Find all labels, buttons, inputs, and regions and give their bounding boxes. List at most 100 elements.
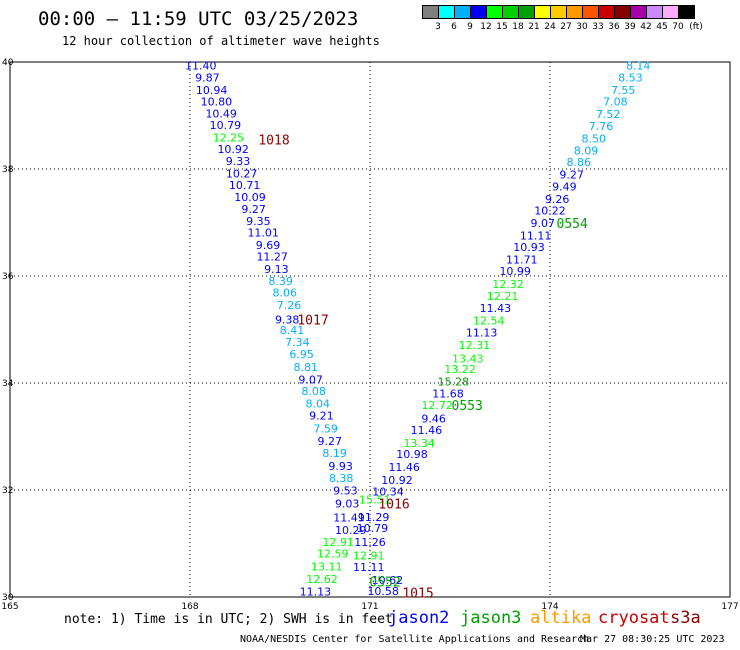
data-point-jason3: 11.11 [353, 561, 385, 574]
page-subtitle: 12 hour collection of altimeter wave hei… [62, 34, 380, 48]
color-scale-label: 6 [451, 22, 457, 32]
color-scale-label: 21 [528, 22, 540, 32]
data-point-jason2: 10.94 [196, 84, 228, 97]
data-point-jason3: 11.11 [520, 229, 552, 242]
color-scale-label: 3 [435, 22, 441, 32]
color-scale-label: 30 [576, 22, 588, 32]
data-point-jason3: 11.71 [506, 253, 538, 266]
time-label: 1017 [297, 313, 328, 328]
data-point-jason3: 11.13 [466, 327, 498, 340]
data-point-jason3: 13.34 [403, 437, 435, 450]
data-point-jason3: 11.43 [480, 302, 512, 315]
data-point-jason3: 9.26 [545, 193, 570, 206]
data-point-jason3: 12.91 [353, 549, 385, 562]
data-point-jason2: 8.08 [301, 385, 326, 398]
x-tick-label: 165 [1, 602, 18, 612]
data-point-jason2: 8.04 [306, 397, 331, 410]
data-point-jason2: 9.35 [246, 215, 271, 228]
data-point-jason3: 8.14 [626, 60, 651, 73]
data-point-jason3: 10.62 [372, 574, 404, 587]
data-point-jason3: 7.08 [603, 96, 628, 109]
data-point-jason2: 12.25 [213, 131, 245, 144]
data-point-jason3: 10.93 [513, 241, 545, 254]
x-tick-label: 168 [181, 602, 198, 612]
data-point-jason3: 15.28 [438, 375, 470, 388]
data-point-jason2: 12.91 [322, 536, 354, 549]
data-point-jason2: 9.53 [333, 485, 358, 498]
data-point-jason2: 11.27 [256, 251, 288, 264]
y-tick-label: 36 [2, 272, 14, 282]
color-scale-labels: 3 6 9 12 15 18 21 24 27 30 33 36 39 42 45 70 (ft) [422, 22, 740, 34]
data-point-jason3: 8.53 [618, 72, 643, 85]
data-point-jason2: 9.38 [275, 313, 300, 326]
data-point-jason3: 11.46 [411, 424, 443, 437]
data-point-jason2: 11.49 [333, 511, 365, 524]
satellite-label-cryosat: cryosat [598, 608, 670, 628]
data-point-jason2: 10.29 [335, 524, 367, 537]
data-point-jason2: 11.13 [300, 586, 332, 599]
data-point-jason3: 11.68 [432, 388, 464, 401]
data-point-jason3: 9.46 [421, 412, 446, 425]
y-tick-label: 30 [2, 593, 14, 603]
satellite-label-altika: altika [530, 608, 592, 628]
data-point-jason2: 10.09 [234, 191, 266, 204]
color-scale-label: (ft) [689, 22, 703, 32]
data-point-jason2: 7.26 [277, 299, 302, 312]
color-scale-label: 27 [560, 22, 572, 32]
color-scale-label: 45 [656, 22, 668, 32]
data-point-jason3: 10.79 [357, 522, 389, 535]
color-scale-label: 24 [544, 22, 556, 32]
data-point-jason3: 12.21 [487, 290, 519, 303]
footer-date: Mar 27 08:30:25 UTC 2023 [580, 634, 725, 645]
data-point-jason2: 11.01 [247, 227, 279, 240]
data-point-jason3: 15.51 [359, 494, 391, 507]
data-point-jason3: 12.72 [421, 399, 453, 412]
color-scale-label: 70 [672, 22, 684, 32]
data-point-jason2: 6.95 [289, 348, 314, 361]
time-label: 1016 [378, 497, 409, 512]
color-scale-label: 36 [608, 22, 620, 32]
data-point-jason3: 12.32 [492, 278, 524, 291]
data-point-jason2: 10.80 [201, 96, 233, 109]
data-point-jason3: 7.76 [589, 120, 614, 133]
data-point-jason3: 12.54 [473, 314, 505, 327]
data-point-jason2: 8.39 [268, 275, 293, 288]
data-point-jason3: 10.22 [534, 205, 566, 218]
color-scale-label: 12 [480, 22, 492, 32]
data-point-jason2: 13.11 [311, 561, 343, 574]
data-point-jason3: 10.92 [381, 474, 413, 487]
data-point-jason2: 9.69 [256, 239, 281, 252]
y-tick-label: 40 [2, 58, 14, 68]
color-scale-label: 39 [624, 22, 636, 32]
data-point-jason2: 9.33 [226, 155, 251, 168]
data-point-jason2: 9.93 [328, 460, 353, 473]
y-tick-label: 34 [2, 379, 14, 389]
data-point-jason2: 7.34 [285, 336, 310, 349]
time-label: 0552 [369, 575, 400, 590]
x-tick-label: 177 [721, 602, 738, 612]
y-tick-label: 38 [2, 165, 14, 175]
time-label: 1015 [402, 587, 433, 602]
data-point-jason2: 11.40 [185, 60, 217, 73]
data-point-jason3: 10.34 [372, 486, 404, 499]
note-text: note: 1) Time is in UTC; 2) SWH is in fe… [64, 612, 393, 627]
data-point-jason2: 9.03 [335, 497, 360, 510]
data-point-jason3: 9.27 [559, 168, 584, 181]
data-point-jason3: 9.49 [552, 181, 577, 194]
data-point-jason2: 9.87 [195, 72, 220, 85]
data-point-jason3: 11.26 [354, 536, 386, 549]
page-title: 00:00 — 11:59 UTC 03/25/2023 [38, 8, 359, 30]
data-point-jason3: 13.22 [444, 363, 476, 376]
time-label: 1018 [258, 134, 289, 149]
data-point-jason2: 8.19 [322, 447, 347, 460]
data-point-jason3: 8.50 [582, 133, 607, 146]
data-point-jason3: 10.99 [499, 265, 531, 278]
color-scale-label: 15 [496, 22, 508, 32]
data-point-jason2: 12.62 [306, 573, 338, 586]
data-point-jason3: 11.29 [358, 511, 390, 524]
data-point-jason3: 9.07 [531, 217, 556, 230]
data-point-jason3: 10.58 [367, 585, 399, 598]
data-point-jason2: 10.71 [229, 179, 261, 192]
